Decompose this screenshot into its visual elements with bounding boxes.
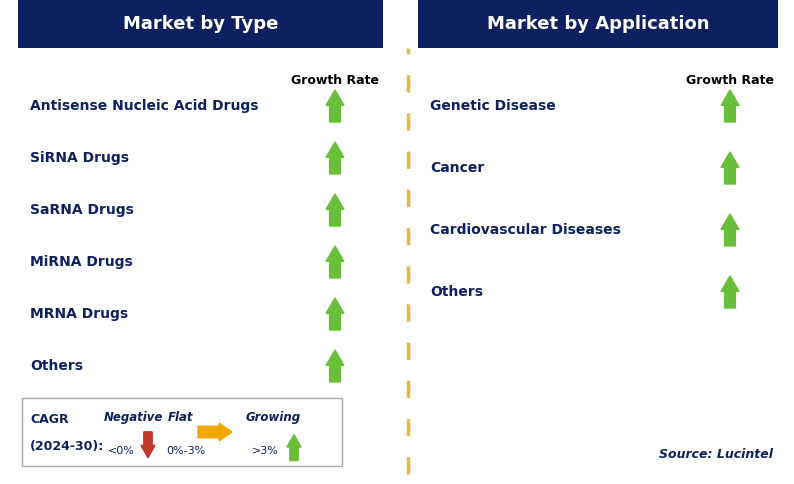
Text: Cancer: Cancer xyxy=(430,161,484,175)
Bar xyxy=(418,0,778,48)
Text: <0%: <0% xyxy=(108,446,135,456)
Polygon shape xyxy=(721,152,739,184)
Text: MRNA Drugs: MRNA Drugs xyxy=(30,307,128,321)
Polygon shape xyxy=(721,90,739,122)
Text: Source: Lucintel: Source: Lucintel xyxy=(659,448,773,460)
Polygon shape xyxy=(141,432,155,458)
Text: Others: Others xyxy=(430,285,483,299)
Text: Growth Rate: Growth Rate xyxy=(686,74,774,87)
Text: Negative: Negative xyxy=(104,410,164,424)
Polygon shape xyxy=(326,90,344,122)
Polygon shape xyxy=(287,435,301,461)
Polygon shape xyxy=(326,298,344,330)
Polygon shape xyxy=(198,423,232,441)
Polygon shape xyxy=(721,276,739,308)
Text: Others: Others xyxy=(30,359,83,373)
Text: Growth Rate: Growth Rate xyxy=(291,74,379,87)
Text: 0%-3%: 0%-3% xyxy=(166,446,206,456)
Text: CAGR: CAGR xyxy=(30,413,68,426)
Polygon shape xyxy=(721,214,739,246)
Text: (2024-30):: (2024-30): xyxy=(30,440,104,454)
Text: Market by Type: Market by Type xyxy=(123,15,278,33)
Polygon shape xyxy=(326,246,344,278)
Text: Genetic Disease: Genetic Disease xyxy=(430,99,556,113)
Polygon shape xyxy=(326,350,344,382)
Polygon shape xyxy=(326,142,344,174)
Text: Market by Application: Market by Application xyxy=(487,15,709,33)
Text: SiRNA Drugs: SiRNA Drugs xyxy=(30,151,129,165)
Text: MiRNA Drugs: MiRNA Drugs xyxy=(30,255,133,269)
Text: SaRNA Drugs: SaRNA Drugs xyxy=(30,203,134,217)
Bar xyxy=(22,398,342,466)
Text: Flat: Flat xyxy=(168,410,194,424)
Polygon shape xyxy=(326,194,344,226)
Text: Antisense Nucleic Acid Drugs: Antisense Nucleic Acid Drugs xyxy=(30,99,259,113)
Text: Cardiovascular Diseases: Cardiovascular Diseases xyxy=(430,223,621,237)
Bar xyxy=(18,0,383,48)
Text: >3%: >3% xyxy=(252,446,279,456)
Text: Growing: Growing xyxy=(246,410,301,424)
